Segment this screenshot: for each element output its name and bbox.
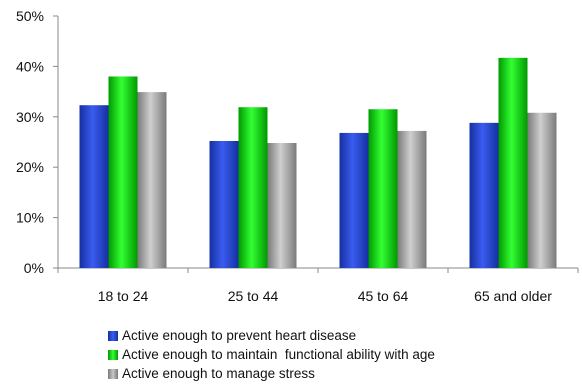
bar xyxy=(397,130,427,268)
bar xyxy=(137,92,167,268)
bar xyxy=(368,109,398,269)
y-tick-label: 10% xyxy=(16,210,44,226)
bar xyxy=(267,143,297,268)
x-tick-label: 25 to 44 xyxy=(228,288,279,304)
x-tick-label: 65 and older xyxy=(474,288,552,304)
bar xyxy=(527,112,557,268)
y-tick-label: 30% xyxy=(16,109,44,125)
legend-swatch-functional xyxy=(108,349,118,360)
legend-item-functional: Active enough to maintain functional abi… xyxy=(108,345,435,364)
legend: Active enough to prevent heart disease A… xyxy=(108,326,435,383)
bar xyxy=(469,122,499,269)
legend-label-stress: Active enough to manage stress xyxy=(122,366,315,381)
y-tick-label: 50% xyxy=(16,8,44,24)
y-tick-label: 40% xyxy=(16,58,44,74)
legend-label-heart: Active enough to prevent heart disease xyxy=(122,328,357,343)
y-tick-label: 20% xyxy=(16,159,44,175)
bar xyxy=(498,57,528,268)
legend-swatch-heart xyxy=(108,330,118,341)
legend-item-stress: Active enough to manage stress xyxy=(108,364,435,383)
legend-swatch-stress xyxy=(108,368,118,379)
bar xyxy=(108,76,138,268)
x-tick-label: 18 to 24 xyxy=(98,288,149,304)
legend-label-functional: Active enough to maintain functional abi… xyxy=(122,347,435,362)
bar xyxy=(79,105,109,268)
x-tick-label: 45 to 64 xyxy=(358,288,409,304)
y-tick-label: 0% xyxy=(24,260,44,276)
bar xyxy=(238,107,268,268)
bar xyxy=(209,140,239,268)
bar xyxy=(339,132,369,268)
labels: 0% 10% 20% 30% 40% 50% 18 to 24 25 to 44 45 to 6… xyxy=(16,8,552,304)
bars xyxy=(79,57,557,269)
legend-item-heart: Active enough to prevent heart disease xyxy=(108,326,435,345)
